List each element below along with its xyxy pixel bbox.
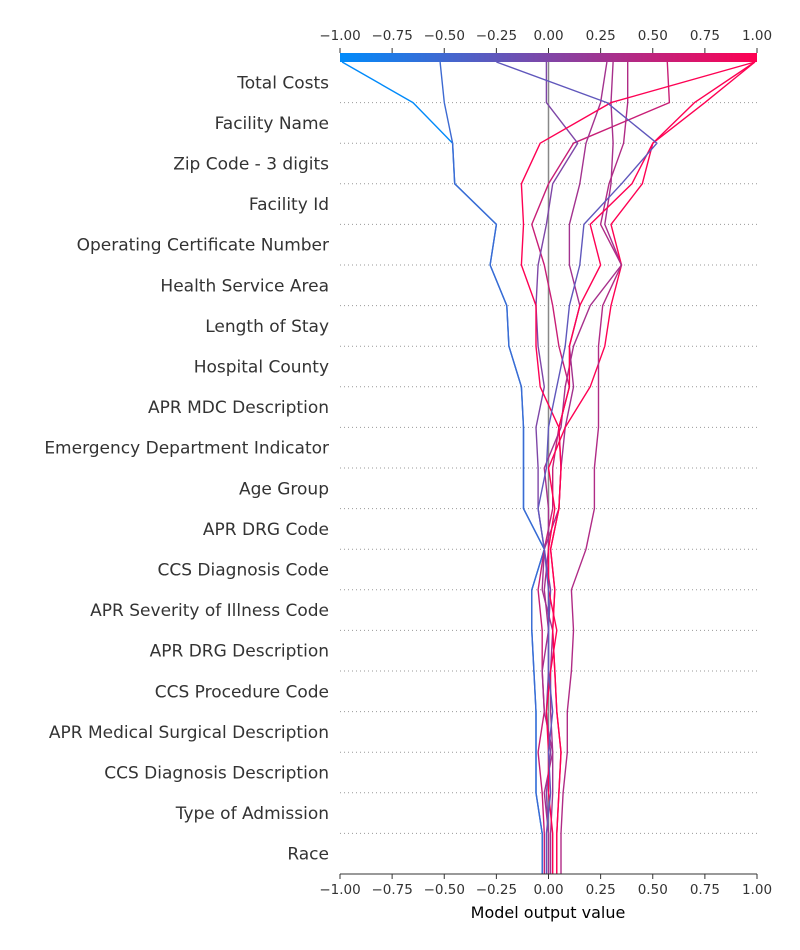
decision-line-2: [439, 61, 545, 874]
feature-label: CCS Procedure Code: [155, 682, 329, 702]
x-tick-label-top: −0.75: [371, 28, 412, 44]
x-tick-label-bottom: 0.25: [586, 882, 616, 898]
x-axis-title: Model output value: [471, 903, 626, 922]
decision-line-3: [531, 61, 671, 874]
decision-line-8: [560, 62, 629, 874]
feature-label: Zip Code - 3 digits: [173, 155, 329, 175]
decision-line-11: [496, 61, 658, 874]
x-tick-label-top: 0.00: [533, 28, 563, 44]
x-tick-label-top: 0.50: [638, 28, 668, 44]
feature-label: APR MDC Description: [148, 398, 329, 418]
colorbar: [340, 53, 757, 62]
feature-label: APR DRG Description: [150, 642, 329, 662]
feature-label: Operating Certificate Number: [77, 236, 329, 256]
x-tick-label-top: −0.50: [424, 28, 465, 44]
x-tick-label-top: 0.25: [586, 28, 616, 44]
feature-label: Type of Admission: [175, 804, 329, 824]
feature-label: Total Costs: [236, 73, 329, 93]
x-tick-label-top: 1.00: [742, 28, 772, 44]
series-lines: [341, 61, 756, 874]
feature-label: Age Group: [239, 479, 329, 499]
feature-label: APR Medical Surgical Description: [49, 723, 329, 743]
x-tick-label-bottom: 0.00: [533, 882, 563, 898]
feature-label: APR Severity of Illness Code: [90, 601, 329, 621]
feature-label: Length of Stay: [205, 317, 329, 337]
feature-label: APR DRG Code: [203, 520, 329, 540]
decision-line-7: [545, 61, 756, 874]
decision-line-10: [549, 61, 756, 874]
x-tick-label-bottom: 0.50: [638, 882, 668, 898]
feature-label: Emergency Department Indicator: [44, 439, 329, 459]
x-tick-label-bottom: 0.75: [690, 882, 720, 898]
x-tick-label-top: 0.75: [690, 28, 720, 44]
x-tick-label-bottom: −1.00: [319, 882, 360, 898]
x-tick-label-bottom: −0.50: [424, 882, 465, 898]
feature-label: Facility Name: [215, 114, 329, 134]
feature-label: Race: [287, 845, 329, 865]
feature-label: CCS Diagnosis Description: [104, 764, 329, 784]
x-tick-label-bottom: −0.75: [371, 882, 412, 898]
x-tick-label-bottom: 1.00: [742, 882, 772, 898]
feature-label: Health Service Area: [160, 276, 329, 296]
x-tick-label-top: −0.25: [476, 28, 517, 44]
feature-labels: Total Costs Facility Name Zip Code - 3 dig…: [44, 73, 329, 864]
x-tick-label-bottom: −0.25: [476, 882, 517, 898]
feature-label: Hospital County: [194, 358, 329, 378]
decision-line-5: [541, 61, 608, 874]
x-tick-label-top: −1.00: [319, 28, 360, 44]
feature-label: Facility Id: [249, 195, 329, 215]
axes: −1.00 −1.00 −0.75 −0.75 −0.50 −0.50 −0.25 −0.25…: [319, 28, 772, 898]
feature-label: CCS Diagnosis Code: [158, 561, 330, 581]
